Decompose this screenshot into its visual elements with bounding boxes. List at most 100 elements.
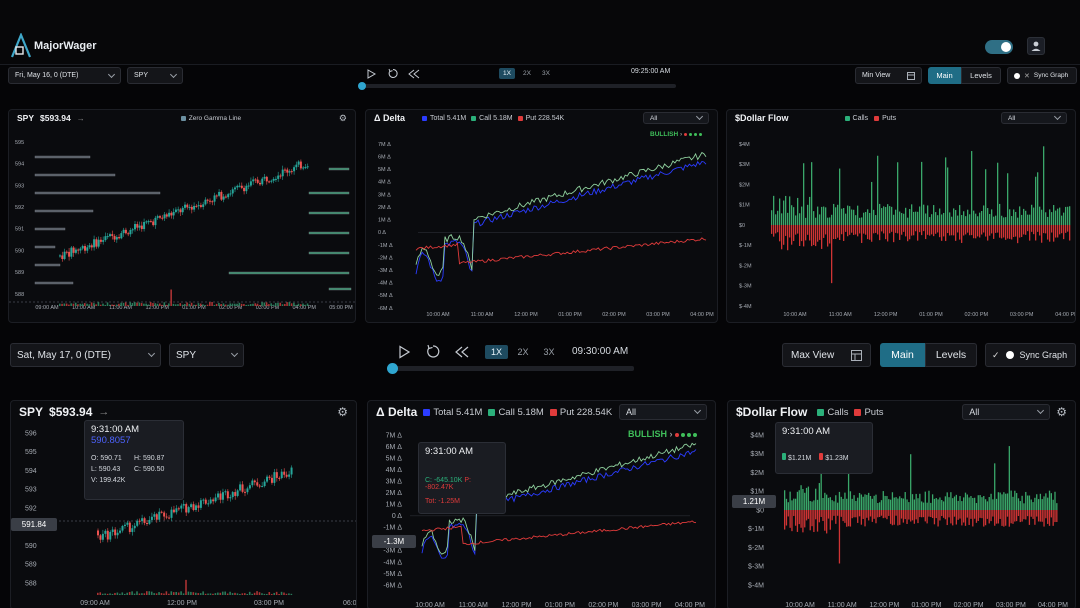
put-flow-bar (873, 225, 875, 234)
volume-bar (136, 591, 138, 595)
call-flow-bar (908, 502, 910, 510)
call-flow-bar (895, 497, 897, 510)
levels-tab-top[interactable]: Levels (961, 67, 1001, 84)
tooltip-total-value: Tot: -1.25M (425, 498, 461, 505)
speed-3x-top[interactable]: 3X (542, 70, 550, 77)
volume-bar (221, 591, 224, 595)
put-flow-bar (1034, 510, 1036, 525)
put-flow-bar (884, 510, 886, 518)
view-toggle-top[interactable]: Min View (855, 67, 922, 84)
speed-2x-bottom[interactable]: 2X (517, 347, 529, 357)
call-flow-bar (992, 499, 994, 510)
put-flow-bar (922, 510, 925, 518)
flow-filter-select[interactable]: All (962, 404, 1051, 420)
put-flow-bar (1045, 225, 1047, 234)
replay-slider-bottom[interactable] (390, 366, 634, 371)
speed-1x-top[interactable]: 1X (499, 68, 515, 79)
volume-bar (186, 302, 188, 306)
put-flow-bar (939, 510, 941, 521)
call-flow-bar (1037, 499, 1040, 510)
put-flow-bar (875, 510, 877, 524)
put-flow-bar (871, 225, 873, 242)
x-tick-label: 11:00 AM (828, 602, 857, 608)
put-flow-bar (975, 510, 978, 523)
volume-bar (268, 304, 270, 306)
volume-bar (179, 303, 182, 306)
rewind-icon[interactable] (454, 346, 470, 358)
volume-bar (209, 302, 211, 306)
sync-graph-toggle-bottom[interactable]: ✓ Sync Graph (985, 343, 1076, 367)
play-icon[interactable] (366, 69, 376, 79)
main-tab-bottom[interactable]: Main (880, 343, 925, 367)
volume-bar (251, 593, 253, 595)
speed-3x-bottom[interactable]: 3X (543, 347, 555, 357)
put-flow-bar (1012, 510, 1014, 524)
put-flow-bar (1019, 510, 1021, 523)
put-flow-bar (846, 510, 848, 527)
put-flow-bar (1033, 225, 1035, 235)
view-toggle-bottom[interactable]: Max View (782, 343, 871, 367)
put-flow-bar (822, 510, 824, 521)
volume-bar (277, 302, 279, 306)
delta-filter-select[interactable]: All (643, 112, 709, 124)
flow-filter-select[interactable]: All (1001, 112, 1067, 124)
replay-slider-top[interactable] (362, 84, 676, 88)
put-flow-bar (908, 510, 910, 520)
call-flow-bar (822, 497, 824, 510)
call-flow-bar (1054, 491, 1056, 510)
put-flow-bar (773, 225, 775, 237)
date-select-top[interactable]: Fri, May 16, 0 (DTE) (8, 67, 121, 84)
gear-icon[interactable]: ⚙ (337, 405, 348, 419)
volume-bar (272, 304, 275, 306)
replay-slider-handle-bottom[interactable] (387, 363, 398, 374)
put-flow-bar (857, 510, 859, 523)
put-flow-bar (796, 510, 799, 532)
gear-icon[interactable]: ⚙ (1056, 405, 1067, 419)
call-flow-bar (909, 209, 911, 225)
zero-gamma-legend: Zero Gamma Line (180, 115, 241, 122)
call-flow-bar (815, 488, 817, 510)
x-tick-label: 12:00 PM (145, 305, 169, 311)
y-tick-label: 594 (15, 162, 24, 168)
y-tick-label: -3M Δ (378, 268, 393, 274)
replay-icon[interactable] (387, 68, 398, 79)
symbol-select-top[interactable]: SPY (127, 67, 183, 84)
put-flow-bar (902, 510, 905, 523)
x-tick-label: 03:00 PM (996, 602, 1026, 608)
replay-icon[interactable] (425, 344, 440, 359)
gear-icon[interactable]: ⚙ (338, 112, 347, 123)
call-flow-bar (1005, 493, 1007, 510)
volume-bar (163, 302, 166, 306)
symbol-select-bottom[interactable]: SPY (169, 343, 244, 367)
speed-1x-bottom[interactable]: 1X (485, 345, 508, 359)
date-select-bottom[interactable]: Sat, May 17, 0 (DTE) (10, 343, 161, 367)
levels-tab-bottom[interactable]: Levels (925, 343, 977, 367)
user-avatar-button[interactable] (1027, 37, 1045, 55)
call-flow-bar (907, 217, 909, 225)
put-flow-bar (787, 225, 789, 251)
put-flow-bar (989, 225, 991, 236)
put-flow-bar (795, 225, 797, 235)
call-flow-bar (1011, 216, 1013, 225)
sync-label: Sync Graph (1033, 72, 1069, 79)
replay-slider-handle-top[interactable] (358, 82, 366, 90)
put-flow-bar (910, 510, 912, 522)
candle-body (238, 185, 241, 187)
call-flow-bar (977, 216, 979, 225)
theme-toggle[interactable] (985, 40, 1013, 54)
volume-bar (168, 593, 170, 595)
y-tick-label: $-2M (748, 545, 764, 552)
play-icon[interactable] (397, 345, 411, 359)
sync-graph-toggle-top[interactable]: ✕ Sync Graph (1007, 67, 1077, 84)
volume-bar (120, 302, 122, 306)
put-flow-bar (1053, 225, 1055, 242)
call-flow-bar (1019, 206, 1021, 225)
y-tick-label: 3M Δ (378, 192, 391, 198)
candle-body (133, 525, 136, 529)
main-tab-top[interactable]: Main (928, 67, 961, 84)
rewind-icon[interactable] (408, 69, 420, 79)
delta-filter-select[interactable]: All (619, 404, 707, 420)
put-flow-bar (787, 510, 789, 517)
speed-2x-top[interactable]: 2X (523, 70, 531, 77)
call-flow-bar (829, 497, 831, 510)
